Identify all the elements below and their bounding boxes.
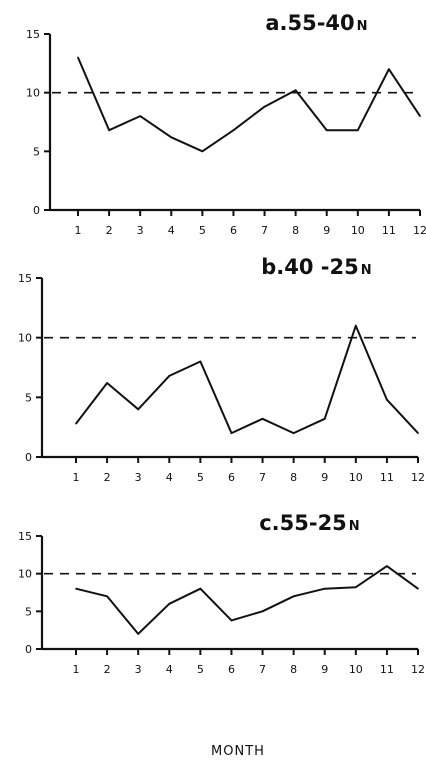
x-tick-label: 3	[137, 224, 144, 237]
x-tick-label: 11	[380, 663, 394, 676]
data-point	[417, 432, 419, 434]
x-tick-label: 2	[106, 224, 113, 237]
y-tick-label: 10	[26, 87, 40, 100]
panel-title-suffix: N	[361, 263, 372, 278]
x-tick-label: 10	[351, 224, 365, 237]
x-tick-label: 4	[166, 663, 173, 676]
data-point	[106, 595, 108, 598]
y-tick-label: 15	[18, 530, 32, 543]
panel-title: b.40 -25	[261, 255, 358, 279]
data-point	[199, 587, 202, 590]
y-tick-label: 0	[33, 204, 40, 217]
data-point	[232, 129, 235, 132]
x-tick-label: 5	[197, 663, 204, 676]
panel-title-suffix: N	[357, 19, 368, 34]
x-tick-label: 10	[349, 663, 363, 676]
x-tick-label: 1	[75, 224, 82, 237]
x-tick-label: 4	[168, 224, 175, 237]
data-point	[386, 398, 388, 401]
data-point	[357, 129, 359, 132]
data-point	[168, 603, 171, 605]
data-point	[292, 595, 295, 598]
data-point	[108, 129, 110, 132]
data-point	[75, 422, 77, 425]
x-tick-label: 1	[73, 663, 80, 676]
y-tick-label: 5	[25, 391, 32, 404]
data-point	[75, 587, 77, 590]
data-point	[388, 68, 390, 70]
x-tick-label: 6	[228, 471, 235, 484]
x-tick-label: 8	[290, 663, 297, 676]
x-tick-label: 2	[104, 663, 111, 676]
data-point	[417, 587, 419, 590]
x-tick-label: 10	[349, 471, 363, 484]
x-tick-label: 5	[197, 471, 204, 484]
x-tick-label: 3	[135, 471, 142, 484]
data-point	[168, 375, 171, 377]
x-tick-label: 9	[323, 224, 330, 237]
x-tick-label: 4	[166, 471, 173, 484]
x-tick-label: 9	[321, 663, 328, 676]
data-point	[419, 115, 421, 117]
x-tick-label: 2	[104, 471, 111, 484]
data-point	[386, 565, 388, 567]
data-point	[170, 136, 173, 139]
data-point	[294, 89, 297, 92]
x-tick-label: 9	[321, 471, 328, 484]
x-tick-label: 6	[228, 663, 235, 676]
series-line	[75, 565, 419, 635]
y-tick-label: 10	[18, 332, 32, 345]
data-point	[355, 324, 357, 327]
x-tick-label: 3	[135, 663, 142, 676]
x-tick-label: 8	[290, 471, 297, 484]
x-tick-label: 12	[411, 471, 425, 484]
y-tick-label: 5	[25, 605, 32, 618]
y-tick-label: 15	[18, 272, 32, 285]
data-point	[261, 418, 264, 420]
data-point	[292, 432, 295, 434]
x-axis-title: MONTH	[211, 744, 265, 759]
x-tick-label: 7	[261, 224, 268, 237]
data-point	[323, 418, 326, 420]
x-tick-label: 8	[292, 224, 299, 237]
panel-title: a.55-40	[265, 11, 354, 35]
series-line	[77, 57, 421, 153]
x-tick-label: 6	[230, 224, 237, 237]
data-point	[263, 105, 266, 108]
data-point	[199, 360, 202, 363]
x-tick-label: 11	[382, 224, 396, 237]
y-tick-label: 0	[25, 643, 32, 656]
x-tick-label: 7	[259, 663, 266, 676]
data-point	[325, 129, 328, 132]
y-tick-label: 5	[33, 145, 40, 158]
data-point	[137, 408, 139, 411]
data-point	[201, 150, 204, 153]
data-point	[230, 619, 233, 622]
data-point	[323, 587, 326, 590]
data-point	[139, 115, 141, 117]
data-point	[355, 586, 357, 589]
data-point	[261, 610, 264, 613]
panel-title-suffix: N	[349, 519, 360, 534]
y-tick-label: 15	[26, 28, 40, 41]
x-tick-label: 12	[411, 663, 425, 676]
y-tick-label: 0	[25, 451, 32, 464]
panel-title: c.55-25	[259, 511, 347, 535]
x-tick-label: 1	[73, 471, 80, 484]
series-line	[75, 324, 419, 435]
x-tick-label: 5	[199, 224, 206, 237]
data-point	[77, 56, 79, 59]
data-point	[106, 382, 108, 384]
x-tick-label: 7	[259, 471, 266, 484]
data-point	[230, 432, 233, 434]
data-point	[137, 633, 139, 635]
y-tick-label: 10	[18, 568, 32, 581]
x-tick-label: 12	[413, 224, 426, 237]
x-tick-label: 11	[380, 471, 394, 484]
